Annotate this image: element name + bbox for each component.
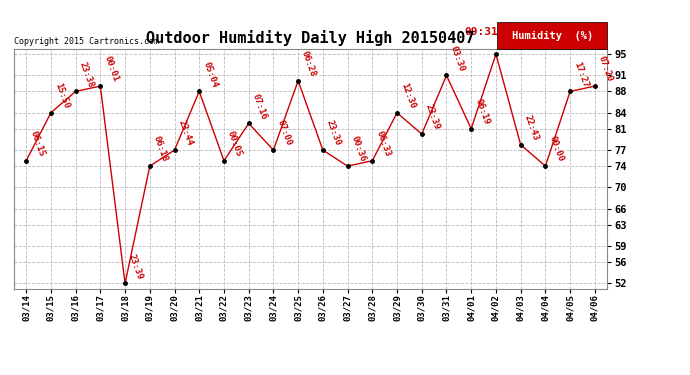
Text: 07:16: 07:16 bbox=[250, 92, 268, 121]
Text: 03:30: 03:30 bbox=[448, 44, 466, 73]
Text: 09:31: 09:31 bbox=[498, 23, 515, 51]
Text: 23:30: 23:30 bbox=[325, 119, 342, 147]
Text: 06:15: 06:15 bbox=[28, 130, 46, 158]
Text: 12:30: 12:30 bbox=[399, 82, 417, 110]
FancyBboxPatch shape bbox=[497, 22, 607, 49]
Text: 06:28: 06:28 bbox=[300, 50, 318, 78]
Text: 05:04: 05:04 bbox=[201, 60, 219, 89]
Text: 23:39: 23:39 bbox=[424, 103, 442, 131]
Text: 23:38: 23:38 bbox=[77, 60, 95, 89]
Text: 06:18: 06:18 bbox=[152, 135, 170, 164]
Text: Copyright 2015 Cartronics.com: Copyright 2015 Cartronics.com bbox=[14, 38, 159, 46]
Text: 06:19: 06:19 bbox=[473, 98, 491, 126]
Text: Humidity  (%): Humidity (%) bbox=[512, 30, 593, 40]
Text: 00:05: 00:05 bbox=[226, 130, 244, 158]
Text: 23:39: 23:39 bbox=[127, 252, 145, 281]
Title: Outdoor Humidity Daily High 20150407: Outdoor Humidity Daily High 20150407 bbox=[146, 30, 475, 46]
Text: 07:00: 07:00 bbox=[275, 119, 293, 147]
Text: 15:50: 15:50 bbox=[53, 82, 70, 110]
Text: 00:36: 00:36 bbox=[350, 135, 367, 164]
Text: 00:00: 00:00 bbox=[547, 135, 565, 164]
Text: 22:43: 22:43 bbox=[522, 114, 540, 142]
Text: 06:33: 06:33 bbox=[374, 130, 392, 158]
Text: 17:27: 17:27 bbox=[572, 60, 590, 89]
Text: 07:20: 07:20 bbox=[597, 55, 615, 83]
Text: 23:44: 23:44 bbox=[177, 119, 194, 147]
Text: 09:31: 09:31 bbox=[465, 27, 499, 37]
Text: 00:01: 00:01 bbox=[102, 55, 120, 83]
